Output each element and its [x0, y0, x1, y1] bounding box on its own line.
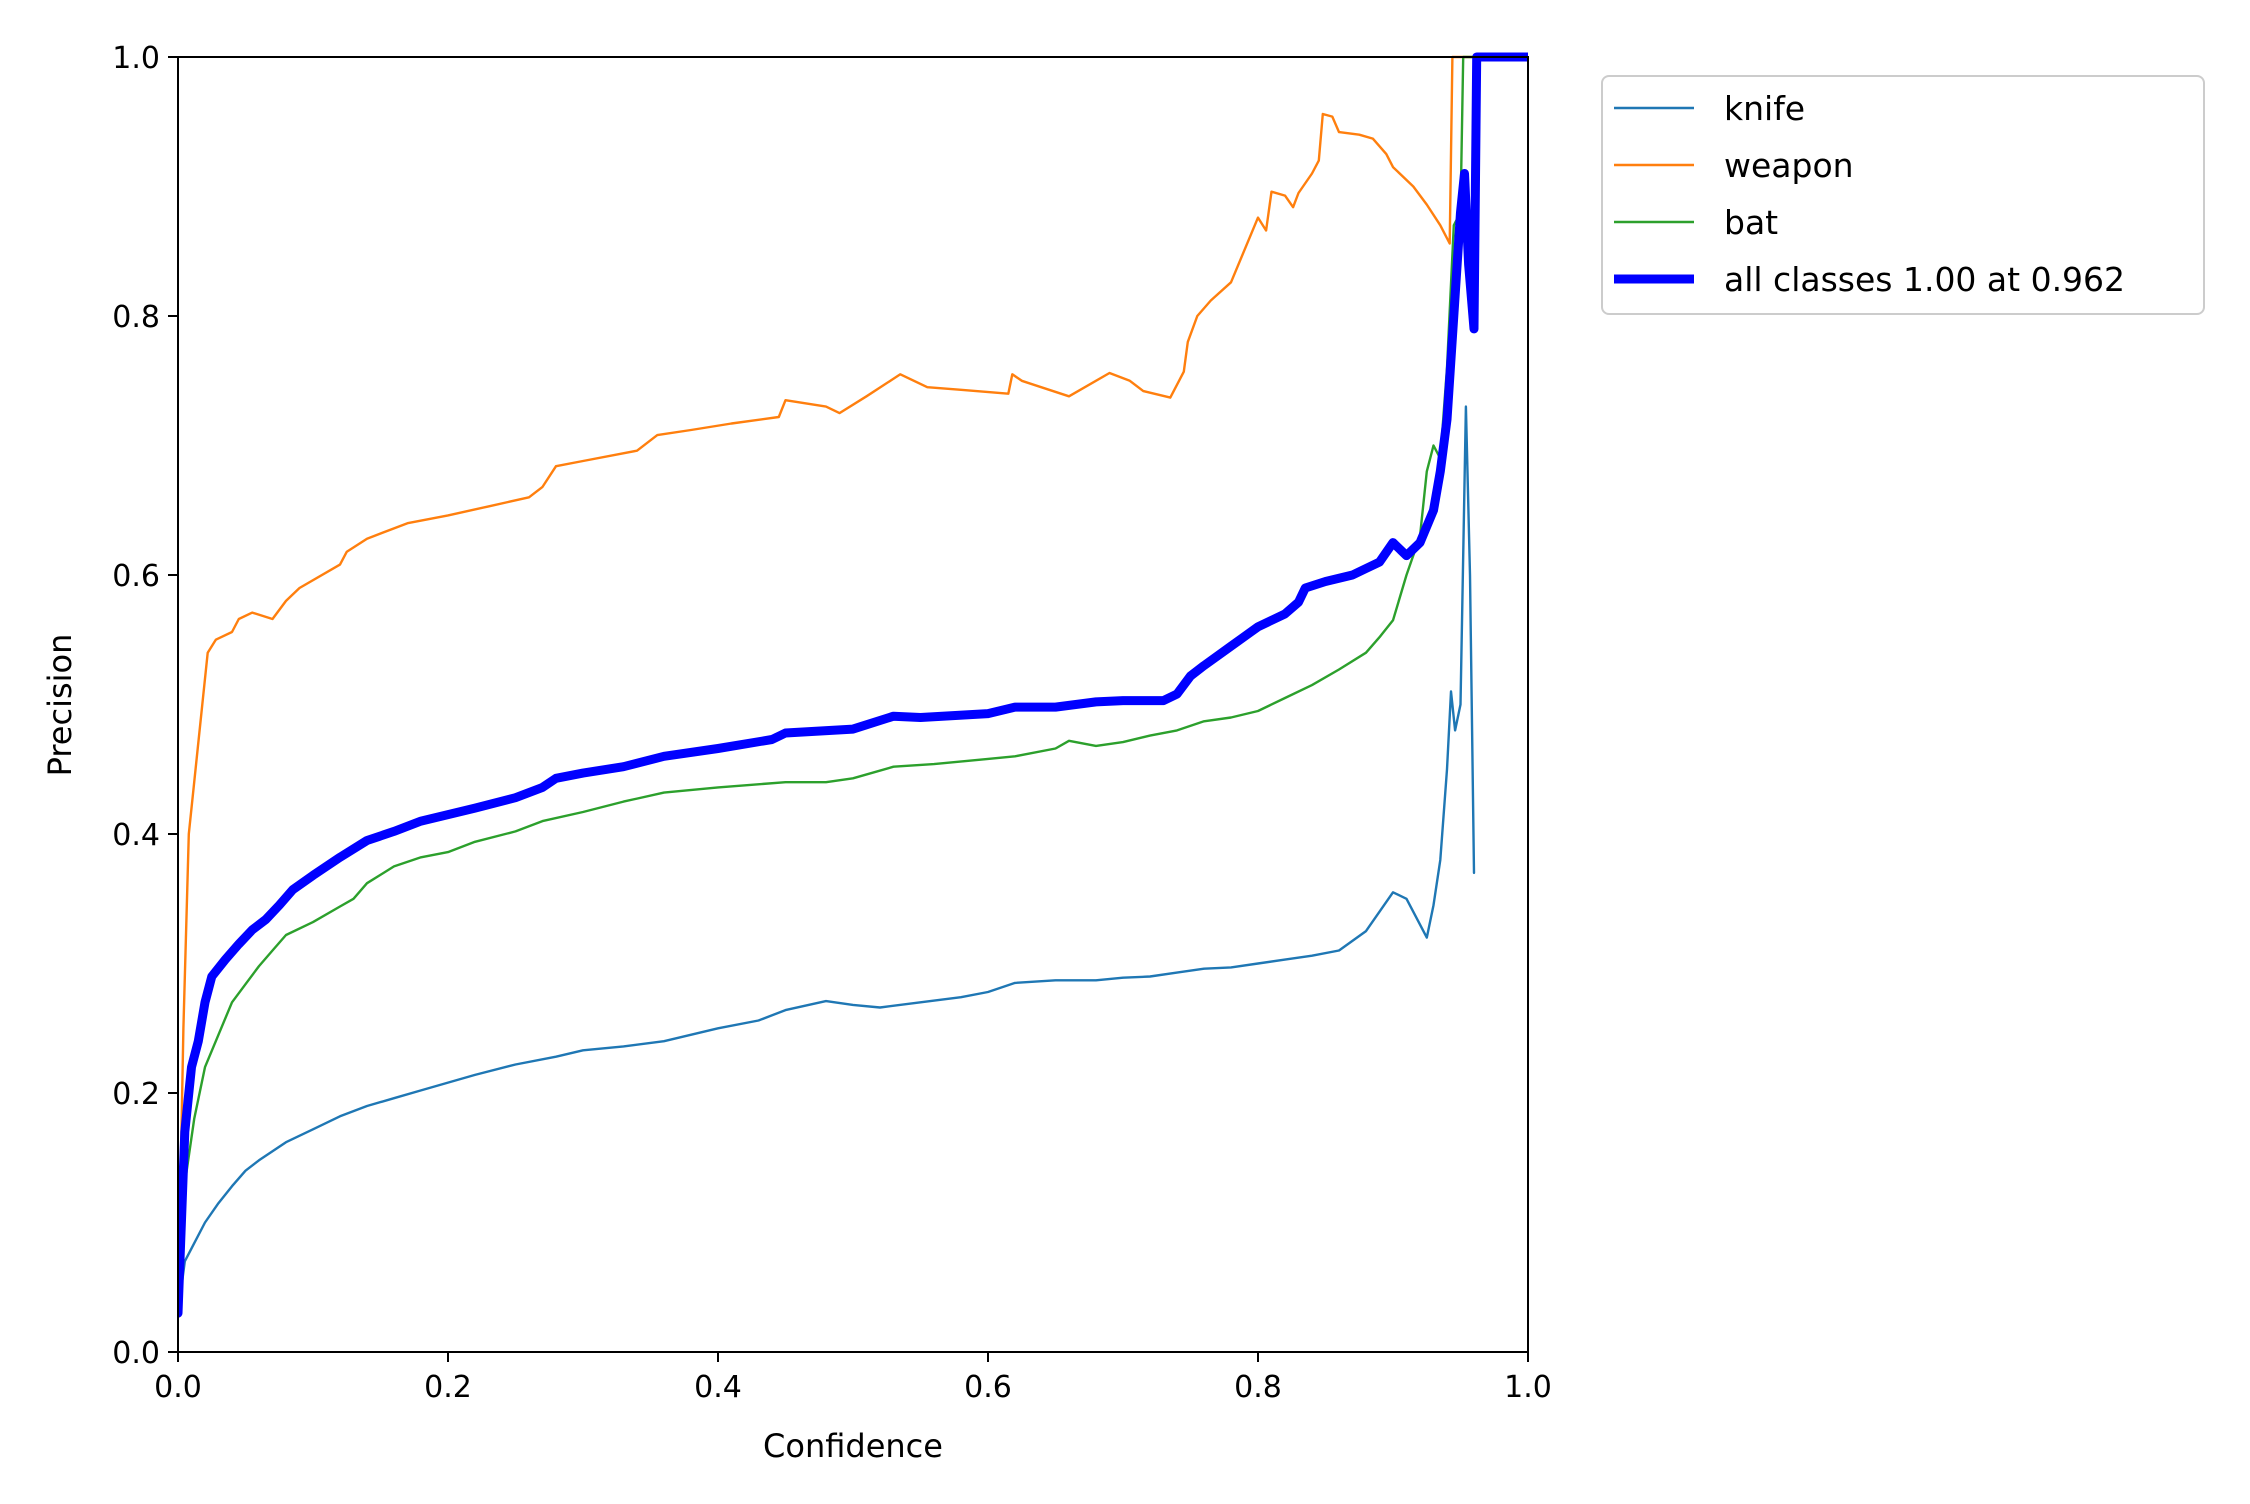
x-tick-label: 0.8 [1234, 1370, 1282, 1405]
series-line-knife [178, 405, 1476, 1315]
y-tick-label: 1.0 [112, 41, 160, 76]
legend-label-weapon: weapon [1724, 146, 1854, 185]
legend-label-all: all classes 1.00 at 0.962 [1724, 260, 2125, 299]
series-line-weapon [178, 55, 1528, 1315]
y-axis-label: Precision [41, 634, 79, 777]
legend-label-knife: knife [1724, 89, 1805, 128]
y-tick-label: 0.0 [112, 1336, 160, 1371]
y-tick-label: 0.2 [112, 1077, 160, 1112]
y-tick-label: 0.8 [112, 300, 160, 335]
series-line-all [178, 52, 1528, 1318]
x-tick-label: 0.4 [694, 1370, 742, 1405]
legend: knife weapon bat all classes 1.00 at 0.962 [1601, 75, 2205, 315]
x-tick-label: 0.2 [424, 1370, 472, 1405]
plot-frame [177, 56, 1529, 1353]
x-tick-label: 1.0 [1504, 1370, 1552, 1405]
y-tick-label: 0.4 [112, 818, 160, 853]
ticks-layer: 0.0 0.2 0.4 0.6 0.8 1.0 0.0 0.2 0.4 0.6 0.8 1.0 [112, 41, 1552, 1405]
series-line-bat [178, 55, 1528, 1224]
x-axis-label: Confidence [763, 1427, 943, 1465]
y-tick-label: 0.6 [112, 559, 160, 594]
legend-frame [1601, 75, 2205, 315]
legend-label-bat: bat [1724, 203, 1778, 242]
series-layer [178, 52, 1528, 1318]
x-tick-label: 0.6 [964, 1370, 1012, 1405]
x-tick-label: 0.0 [154, 1370, 202, 1405]
